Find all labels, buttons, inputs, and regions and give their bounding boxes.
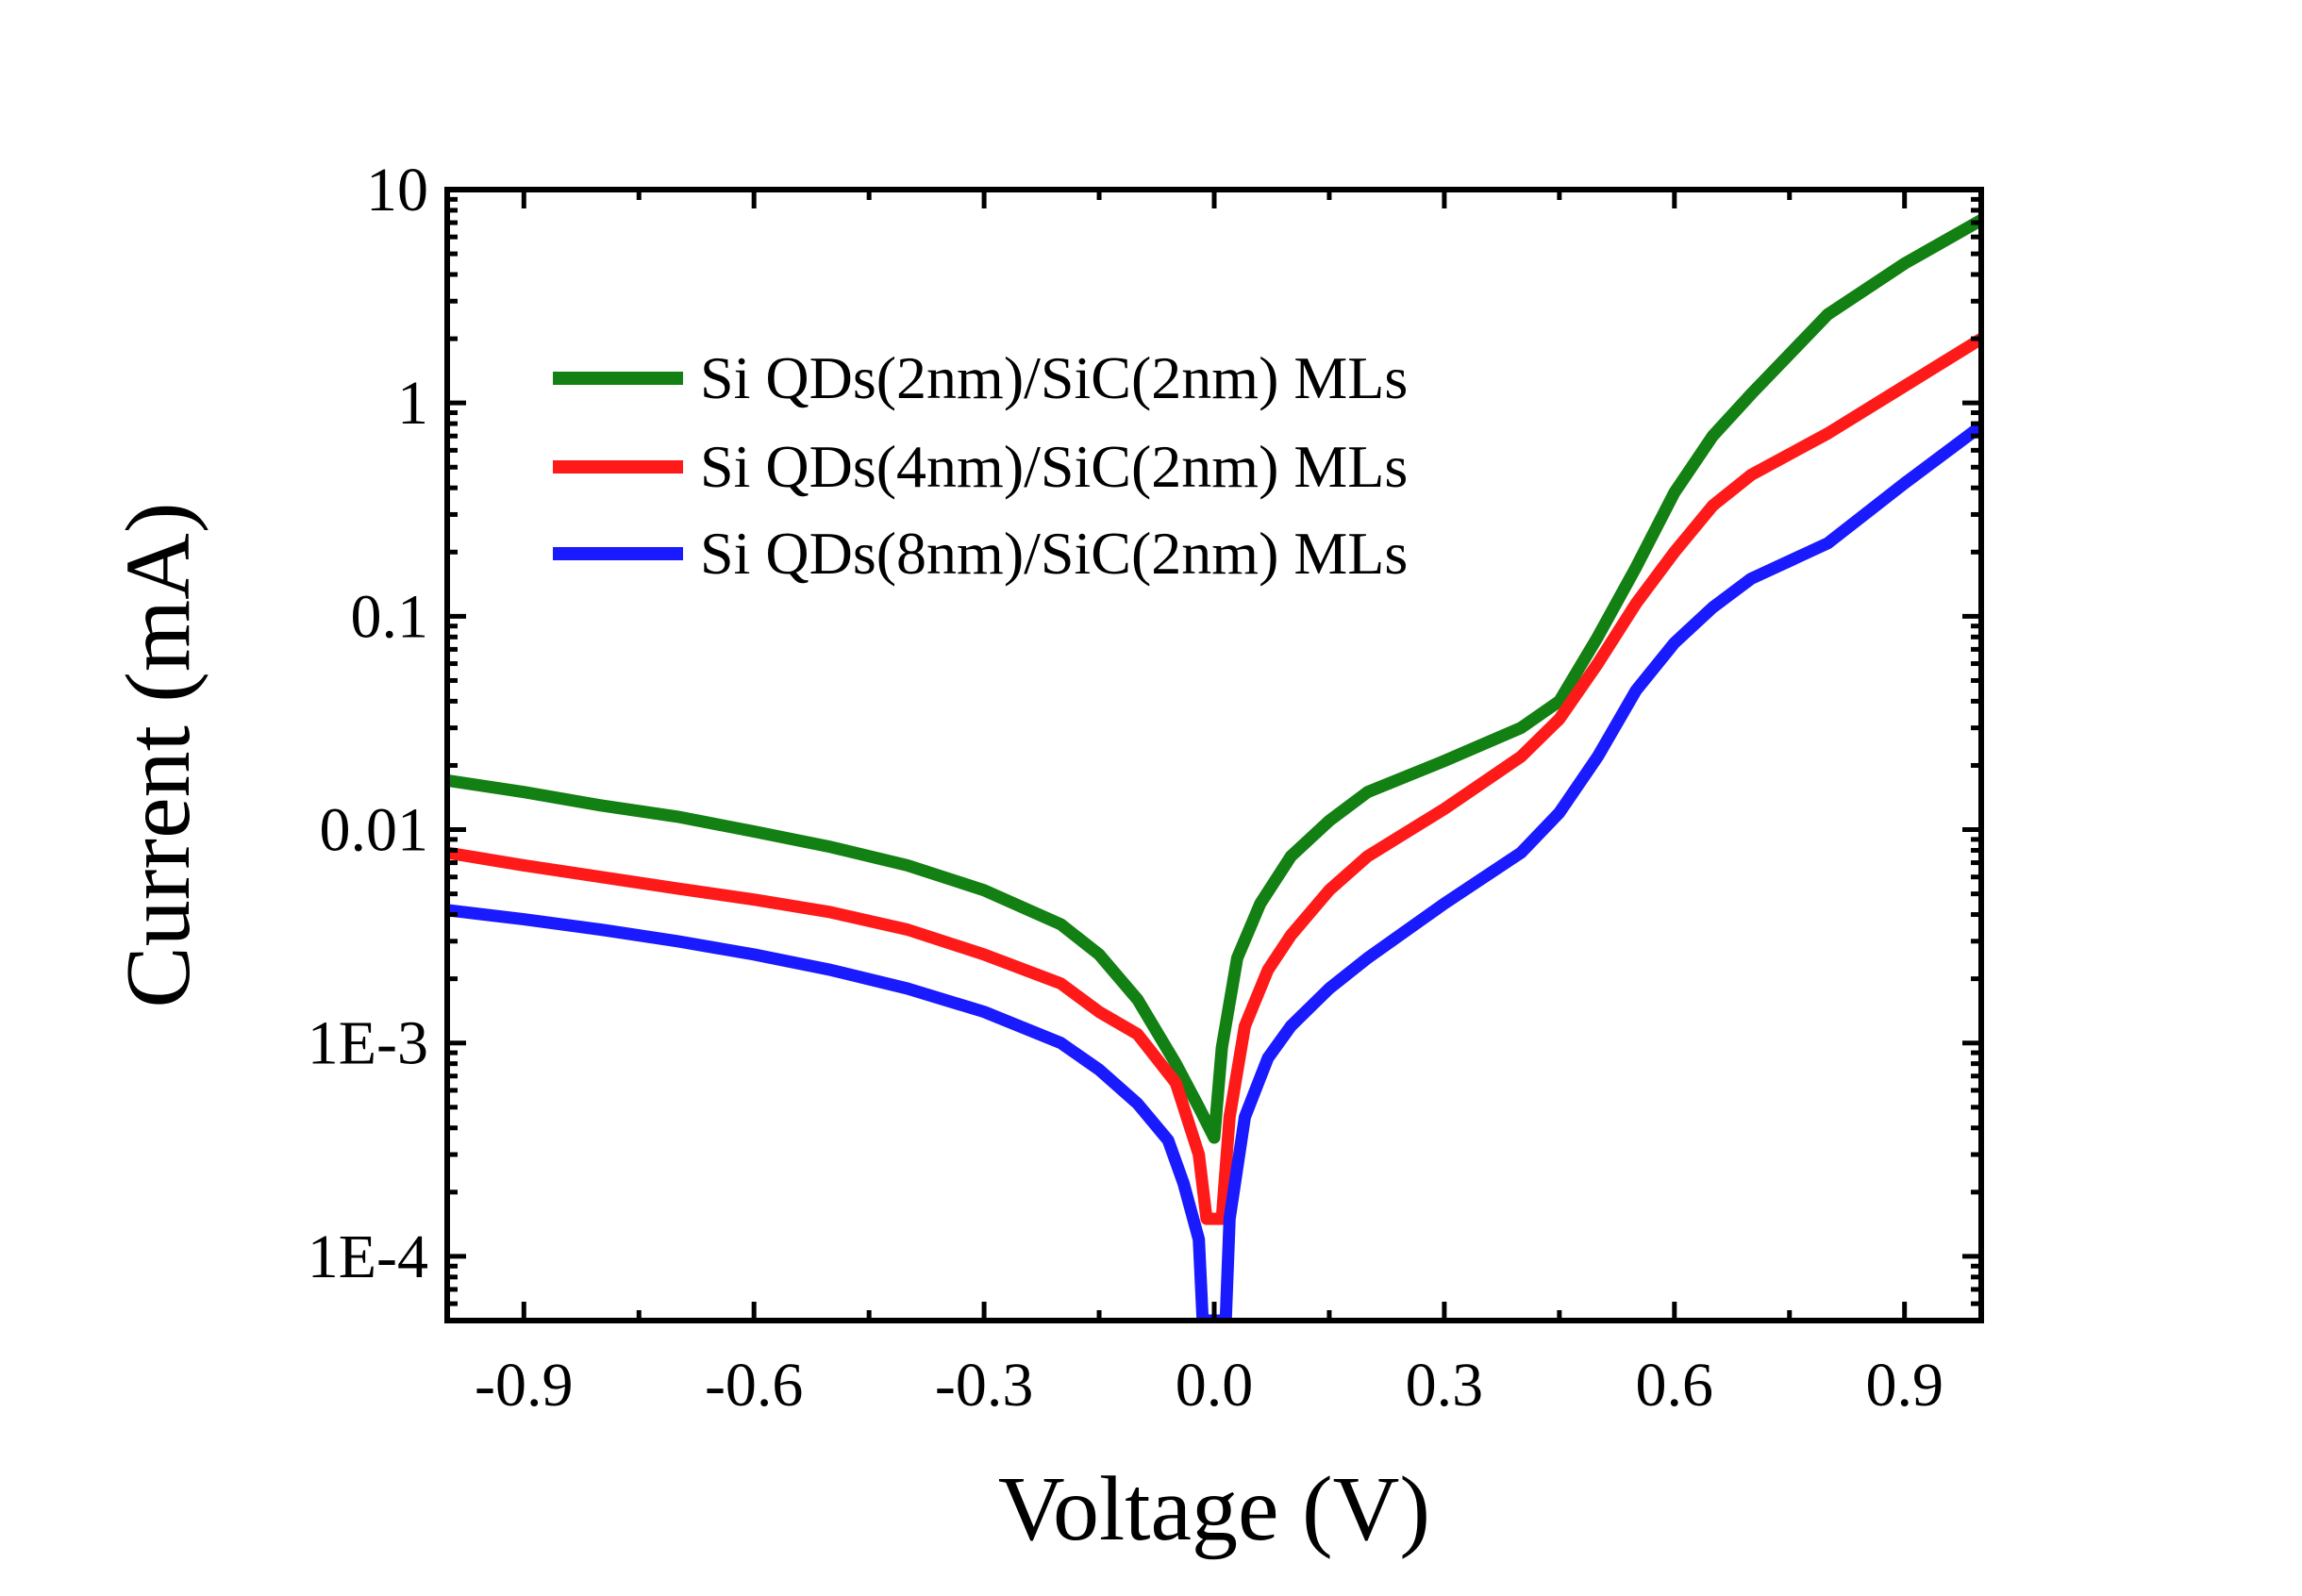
x-tick-label: 0.9 xyxy=(1865,1351,1943,1420)
plot-frame xyxy=(444,187,1984,1323)
x-tick-label: -0.3 xyxy=(935,1351,1033,1420)
series-line-1 xyxy=(447,214,1981,1144)
legend-label-2: Si QDs(4nm)/SiC(2nm) MLs xyxy=(700,433,1408,500)
y-tick-label: 0.01 xyxy=(320,796,429,865)
x-tick-label: 0.3 xyxy=(1406,1351,1484,1420)
y-tick-label: 0.1 xyxy=(351,582,429,651)
series-line-2 xyxy=(447,333,1981,1225)
series-layer xyxy=(447,214,1981,1321)
y-tick-label: 1E-3 xyxy=(308,1009,428,1078)
x-tick-label: 0.0 xyxy=(1176,1351,1254,1420)
legend: Si QDs(2nm)/SiC(2nm) MLs Si QDs(4nm)/SiC(… xyxy=(553,344,1408,587)
series-line-3 xyxy=(447,421,1981,1321)
y-tick-label: 1E-4 xyxy=(308,1222,428,1291)
x-axis-title: Voltage (V) xyxy=(998,1458,1430,1560)
legend-label-1: Si QDs(2nm)/SiC(2nm) MLs xyxy=(700,344,1408,411)
x-tick-label: -0.6 xyxy=(705,1351,803,1420)
x-tick-label: 0.6 xyxy=(1636,1351,1714,1420)
y-axis-title: Current (mA) xyxy=(108,502,209,1007)
tick-labels: -0.9 -0.6 -0.3 0.0 0.3 0.6 0.9 1E-4 1E-3 0.01 0.1 1… xyxy=(308,156,1943,1420)
y-tick-label: 1 xyxy=(397,369,428,438)
x-tick-label: -0.9 xyxy=(475,1351,573,1420)
legend-label-3: Si QDs(8nm)/SiC(2nm) MLs xyxy=(700,520,1408,587)
y-tick-label: 10 xyxy=(366,156,428,224)
